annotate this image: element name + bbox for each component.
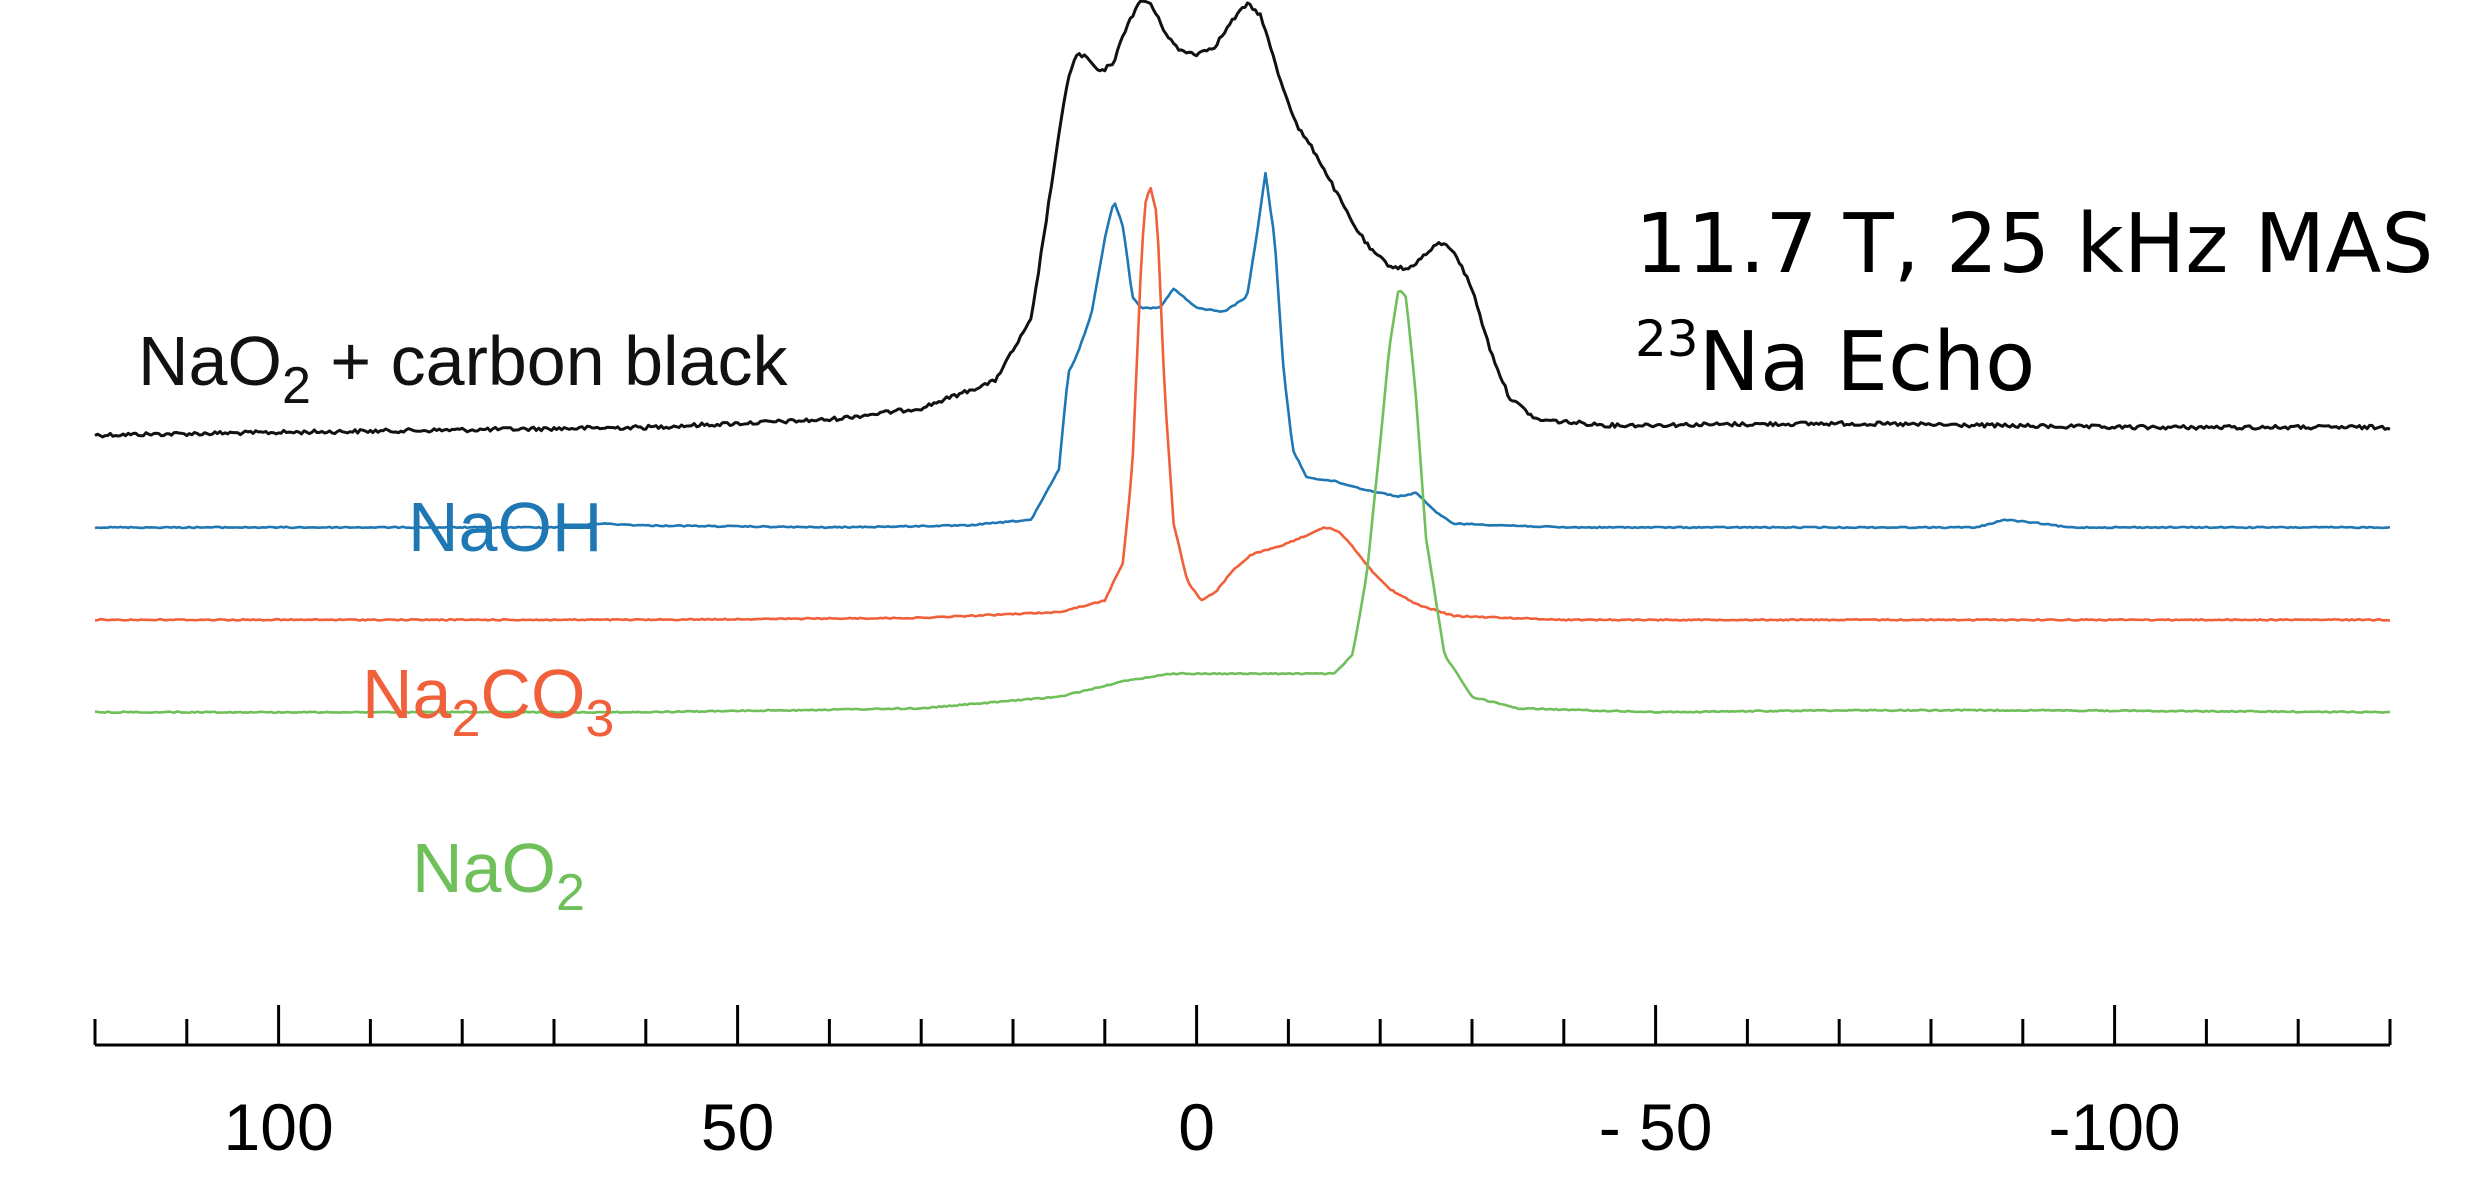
series-label-nao2-carbon-black: NaO2 + carbon black [138,322,789,415]
x-tick-label: -100 [2049,1090,2181,1164]
series-line-0 [94,0,2391,439]
x-tick-label: 50 [701,1090,774,1164]
x-axis: 100 50 0 - 50 -100 [93,1005,2392,1164]
spectra-traces [94,0,2391,715]
conditions-annotation: 11.7 T, 25 kHz MAS [1635,197,2433,292]
series-line-2 [94,186,2391,622]
series-line-3 [94,289,2391,715]
series-label-nao2: NaO2 [412,829,585,922]
isotope-annotation: 23Na Echo [1635,310,2035,410]
x-tick-label: - 50 [1599,1090,1713,1164]
series-label-naoh: NaOH [408,488,602,566]
series-label-na2co3: Na2CO3 [362,655,614,748]
x-tick-label: 0 [1178,1090,1215,1164]
series-line-1 [94,171,2391,530]
x-tick-label: 100 [224,1090,334,1164]
